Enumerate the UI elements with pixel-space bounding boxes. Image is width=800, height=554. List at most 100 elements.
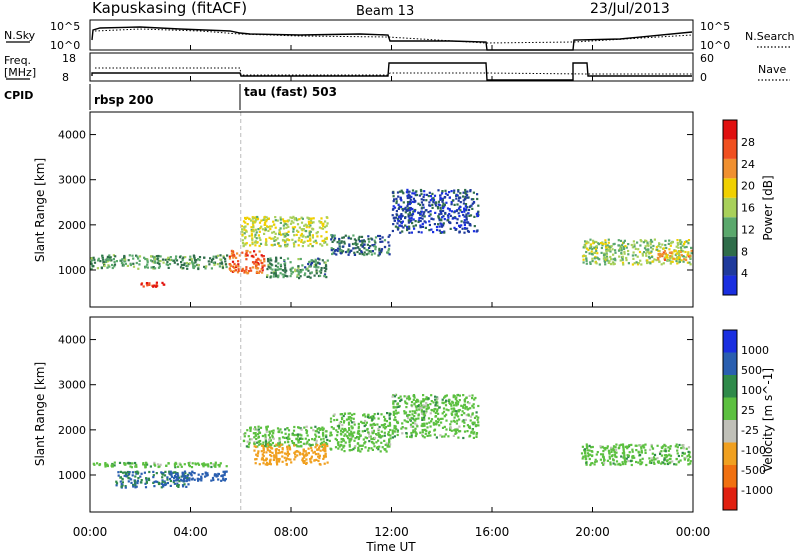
velocity-colorbar-swatch <box>723 352 737 375</box>
velocity-cell <box>326 444 329 448</box>
velocity-cell <box>299 440 302 444</box>
power-cell <box>396 228 400 231</box>
power-cell <box>464 203 468 206</box>
power-cell <box>320 235 323 238</box>
power-cell <box>306 239 309 242</box>
velocity-cell <box>352 448 355 451</box>
velocity-cell <box>586 449 589 452</box>
power-cell <box>464 205 468 208</box>
velocity-cell <box>635 449 638 452</box>
power-cell <box>584 240 587 243</box>
velocity-cell <box>430 418 434 421</box>
power-cell <box>306 235 309 238</box>
power-cell <box>306 216 309 219</box>
power-cell <box>237 265 240 268</box>
velocity-cell <box>340 413 343 416</box>
velocity-cell <box>469 407 472 410</box>
velocity-cell <box>434 407 437 411</box>
velocity-cell <box>394 409 397 412</box>
power-cell <box>286 275 289 278</box>
power-cell <box>256 215 259 219</box>
velocity-cell <box>264 463 267 466</box>
power-cell <box>325 236 328 239</box>
velocity-cell <box>324 455 327 458</box>
velocity-cell <box>348 427 351 430</box>
power-cell <box>268 262 272 265</box>
power-cell <box>233 266 236 269</box>
velocity-cell <box>273 444 276 447</box>
velocity-cell <box>363 424 366 428</box>
velocity-cell <box>405 432 408 435</box>
power-cell <box>356 250 359 254</box>
velocity-cell <box>421 433 424 437</box>
power-cell <box>368 240 371 243</box>
power-cell <box>193 257 196 260</box>
power-cell <box>229 264 232 267</box>
power-cell <box>639 244 642 247</box>
power-cell <box>111 266 114 270</box>
power-cell <box>414 208 417 212</box>
velocity-cell <box>245 445 248 448</box>
power-cell <box>595 246 598 249</box>
power-cell <box>241 268 244 271</box>
velocity-cell <box>268 462 271 465</box>
velocity-cell <box>156 463 160 466</box>
power-cell <box>686 261 689 264</box>
power-cell <box>237 260 240 263</box>
velocity-cell <box>177 474 180 477</box>
velocity-cell <box>286 447 289 451</box>
power-cell <box>419 212 422 216</box>
power-cell <box>614 259 617 262</box>
power-cell <box>407 193 410 196</box>
power-cell <box>439 210 442 213</box>
velocity-cell <box>310 455 313 458</box>
velocity-cell <box>265 445 268 448</box>
velocity-cell <box>257 436 260 439</box>
velocity-cell <box>118 461 122 464</box>
velocity-cell <box>347 421 351 424</box>
power-cell <box>203 265 206 268</box>
velocity-cell <box>281 455 284 458</box>
velocity-cell <box>315 458 318 461</box>
velocity-cell <box>353 423 356 426</box>
velocity-cell <box>266 425 269 428</box>
velocity-cell <box>144 466 147 469</box>
power-cell <box>91 259 94 262</box>
velocity-cell <box>421 418 424 421</box>
power-cell <box>369 245 372 248</box>
velocity-cell <box>583 450 587 453</box>
power-cell <box>151 255 154 258</box>
power-cell <box>405 191 408 194</box>
power-cell <box>600 246 603 250</box>
power-cell <box>678 250 681 253</box>
velocity-cell <box>423 416 426 419</box>
velocity-cell <box>429 434 432 437</box>
velocity-cell <box>613 453 617 456</box>
power-cell <box>310 261 314 265</box>
velocity-cell <box>128 473 131 476</box>
power-cell <box>430 228 433 231</box>
power-cell <box>468 214 471 217</box>
velocity-cell <box>187 462 190 465</box>
velocity-cell <box>648 461 651 464</box>
power-cell <box>340 249 343 252</box>
power-cell <box>340 240 343 243</box>
power-cell <box>342 245 345 248</box>
power-cell <box>460 220 463 223</box>
velocity-cell <box>143 464 147 467</box>
velocity-cell <box>431 409 434 412</box>
power-cell <box>113 260 116 264</box>
velocity-cell <box>371 430 374 433</box>
power-cell <box>255 228 258 231</box>
velocity-cell <box>609 461 612 464</box>
power-cell <box>179 266 183 269</box>
velocity-cell <box>284 428 287 431</box>
freq-tick-bottom: 8 <box>62 71 69 84</box>
velocity-cell <box>130 478 133 481</box>
velocity-cell <box>427 417 431 420</box>
velocity-cell <box>468 426 472 430</box>
velocity-cell <box>425 407 428 411</box>
velocity-cell <box>436 404 439 407</box>
power-cell <box>608 260 611 263</box>
velocity-cell <box>323 462 326 465</box>
